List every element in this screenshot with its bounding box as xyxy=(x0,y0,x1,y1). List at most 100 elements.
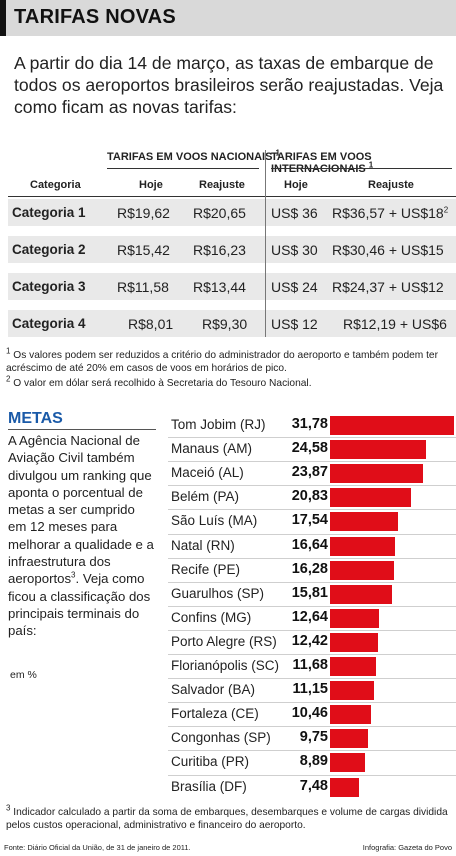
bar-divider xyxy=(168,437,456,439)
int-hoje-value: US$ 36 xyxy=(271,205,318,221)
nac-hoje-value: R$8,01 xyxy=(128,316,174,332)
bar-value-label: 8,89 xyxy=(299,753,328,770)
nac-reajuste-value: R$9,30 xyxy=(202,316,248,332)
bar-value-label: 11,68 xyxy=(292,657,329,673)
bar-divider xyxy=(168,485,456,487)
bar-divider xyxy=(168,702,456,704)
bar-row: Tom Jobim (RJ) 31,78 xyxy=(168,414,456,436)
bar-value-label: 11,15 xyxy=(292,681,329,698)
bar-divider xyxy=(168,678,456,680)
nac-reajuste-value: R$16,23 xyxy=(193,242,246,258)
footnote-1-text: Os valores podem ser reduzidos a critéri… xyxy=(6,350,438,374)
bar xyxy=(330,705,371,725)
bar-label: Belém (PA) xyxy=(171,489,240,505)
int-hoje-value: US$ 30 xyxy=(271,242,318,258)
bar-label: Florianópolis (SC) xyxy=(171,658,280,673)
row-category: Categoria 2 xyxy=(12,242,86,257)
bar-label: Congonhas (SP) xyxy=(171,730,271,746)
group-header-nacionais: TARIFAS EM VOOS NACIONAIS 1 xyxy=(107,148,280,163)
footnote-3-text: Indicador calculado a partir da soma de … xyxy=(6,807,448,831)
row-category: Categoria 3 xyxy=(12,279,86,294)
credit-note: Infografia: Gazeta do Povo xyxy=(362,843,452,852)
bar-label: Recife (PE) xyxy=(171,561,241,577)
bar-row: Fortaleza (CE) 10,46 xyxy=(168,703,456,725)
int-reajuste-value: R$30,46 + US$15 xyxy=(332,242,444,258)
bar xyxy=(330,440,426,460)
nac-reajuste-value: R$13,44 xyxy=(193,279,246,295)
footnote-mark: 2 xyxy=(443,205,449,215)
bar-row: Brasília (DF) 7,48 xyxy=(168,776,456,798)
table-row xyxy=(8,199,456,226)
footnote-mark: 1 xyxy=(6,346,11,356)
footnote-2: 2 O valor em dólar será recolhido à Secr… xyxy=(6,374,450,390)
chart-unit: em % xyxy=(10,669,37,681)
bar-label: Porto Alegre (RS) xyxy=(171,633,277,649)
bar xyxy=(330,729,368,749)
bar-label: Guarulhos (SP) xyxy=(171,585,265,601)
col-header-int-hoje: Hoje xyxy=(284,179,308,191)
group-header-nacionais-label: TARIFAS EM VOOS NACIONAIS xyxy=(107,151,273,163)
bar-divider xyxy=(168,774,456,776)
column-divider xyxy=(265,150,266,337)
bar xyxy=(330,488,411,508)
int-reajuste-value: R$12,19 + US$6 xyxy=(343,316,447,332)
bar-value-label: 7,48 xyxy=(299,777,328,794)
bar-divider xyxy=(168,557,456,559)
row-category: Categoria 1 xyxy=(12,205,86,220)
header-rule xyxy=(107,168,259,169)
metas-rule xyxy=(8,429,156,430)
bar-label: Confins (MG) xyxy=(171,609,252,625)
bar-row: São Luís (MA) 17,54 xyxy=(168,510,456,532)
bar-row: Salvador (BA) 11,15 xyxy=(168,679,456,701)
bar-divider xyxy=(168,605,456,607)
nac-hoje-value: R$19,62 xyxy=(117,205,170,221)
bar-value-label: 24,58 xyxy=(291,440,328,457)
bar-label: Curitiba (PR) xyxy=(171,754,250,770)
bar-value-label: 15,81 xyxy=(291,584,328,601)
bar-row: Belém (PA) 20,83 xyxy=(168,486,456,508)
source-note: Fonte: Diário Oficial da União, de 31 de… xyxy=(4,843,191,852)
bar-value-label: 12,42 xyxy=(291,632,328,649)
bar-value-label: 16,28 xyxy=(291,560,328,577)
col-header-categoria: Categoria xyxy=(30,179,81,191)
bar xyxy=(330,657,376,676)
col-header-nac-reajuste: Reajuste xyxy=(199,179,245,191)
bar xyxy=(330,416,454,435)
footnote-mark: 2 xyxy=(6,374,11,384)
bar-value-label: 31,78 xyxy=(291,416,328,432)
metas-title: METAS xyxy=(8,410,63,427)
bar-label: Tom Jobim (RJ) xyxy=(171,417,266,432)
bar-label: Manaus (AM) xyxy=(171,441,253,457)
col-header-nac-hoje: Hoje xyxy=(139,179,163,191)
footnote-mark: 1 xyxy=(275,148,280,158)
table-row xyxy=(8,310,456,337)
footnote-2-text: O valor em dólar será recolhido à Secret… xyxy=(13,378,312,389)
bar-row: Florianópolis (SC) 11,68 xyxy=(168,655,456,677)
footnote-1: 1 Os valores podem ser reduzidos a crité… xyxy=(6,346,450,375)
bar-divider xyxy=(168,581,456,583)
bar-value-label: 16,64 xyxy=(291,536,328,553)
bar-value-label: 17,54 xyxy=(291,512,328,529)
bar-row: Natal (RN) 16,64 xyxy=(168,535,456,557)
bar xyxy=(330,777,359,797)
intro-text: A partir do dia 14 de março, as taxas de… xyxy=(14,53,444,117)
bar-value-label: 10,46 xyxy=(291,705,328,722)
bar-row: Recife (PE) 16,28 xyxy=(168,559,456,581)
bar-value-label: 23,87 xyxy=(291,464,328,481)
table-row xyxy=(8,273,456,300)
nac-reajuste-value: R$20,65 xyxy=(193,205,246,221)
bar-row: Curitiba (PR) 8,89 xyxy=(168,751,456,773)
page-title: TARIFAS NOVAS xyxy=(14,6,176,28)
footnote-mark: 1 xyxy=(368,160,374,170)
bar-label: Brasília (DF) xyxy=(171,778,247,794)
int-hoje-value: US$ 24 xyxy=(271,279,318,295)
title-bar: TARIFAS NOVAS xyxy=(0,0,456,36)
bar-label: Fortaleza (CE) xyxy=(171,706,259,722)
footnote-mark: 3 xyxy=(6,803,11,813)
metas-text-after: . Veja como ficou a classificação dos pr… xyxy=(8,571,151,639)
bar-label: Salvador (BA) xyxy=(171,682,256,698)
int-reajuste-value: R$36,57 + US$182 xyxy=(332,205,448,221)
bar-label: São Luís (MA) xyxy=(171,513,258,529)
row-category: Categoria 4 xyxy=(12,316,86,331)
bar-row: Guarulhos (SP) 15,81 xyxy=(168,583,456,605)
